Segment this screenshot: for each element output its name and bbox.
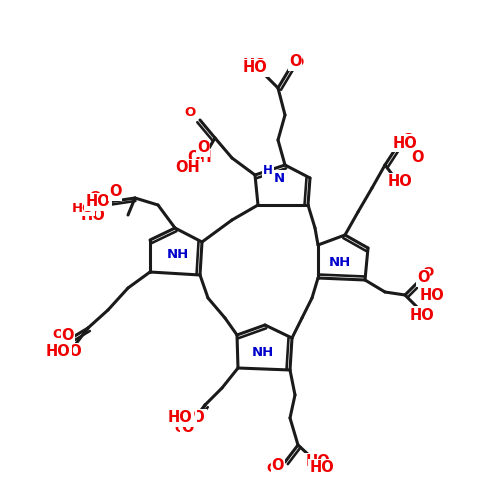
Text: HO: HO [388, 174, 412, 190]
Text: HO: HO [242, 58, 268, 72]
Text: HO: HO [80, 208, 106, 222]
Text: O: O [174, 422, 186, 434]
Text: NH: NH [329, 256, 351, 270]
Text: O: O [289, 54, 301, 70]
Text: H: H [263, 164, 273, 176]
Text: O: O [197, 140, 209, 156]
Text: O: O [412, 150, 424, 166]
Text: HO: HO [242, 60, 268, 76]
Text: O: O [181, 420, 193, 436]
Text: O: O [62, 328, 74, 342]
Text: O: O [90, 190, 101, 203]
Text: O: O [402, 132, 413, 144]
Text: O: O [422, 266, 434, 280]
Text: O: O [109, 184, 121, 200]
Text: HO: HO [310, 460, 334, 475]
Text: O: O [52, 328, 64, 342]
Text: HO: HO [306, 454, 330, 469]
Text: O: O [272, 458, 284, 472]
Text: NH: NH [167, 248, 189, 262]
Text: HO: HO [72, 202, 94, 214]
Text: O: O [266, 462, 278, 474]
Text: HO: HO [86, 194, 110, 210]
Text: OH: OH [188, 150, 212, 166]
Text: N: N [274, 172, 284, 184]
Text: HO: HO [420, 288, 444, 302]
Text: NH: NH [252, 346, 274, 358]
Text: O: O [417, 270, 429, 285]
Text: HO: HO [58, 344, 82, 360]
Text: O: O [184, 106, 196, 120]
Text: O: O [292, 56, 304, 68]
Text: HO: HO [392, 136, 417, 150]
Text: HO: HO [174, 408, 196, 422]
Text: OH: OH [176, 160, 201, 176]
Text: HO: HO [168, 410, 192, 426]
Text: HO: HO [410, 308, 434, 322]
Text: HO: HO [46, 344, 70, 360]
Text: HO: HO [180, 410, 206, 426]
